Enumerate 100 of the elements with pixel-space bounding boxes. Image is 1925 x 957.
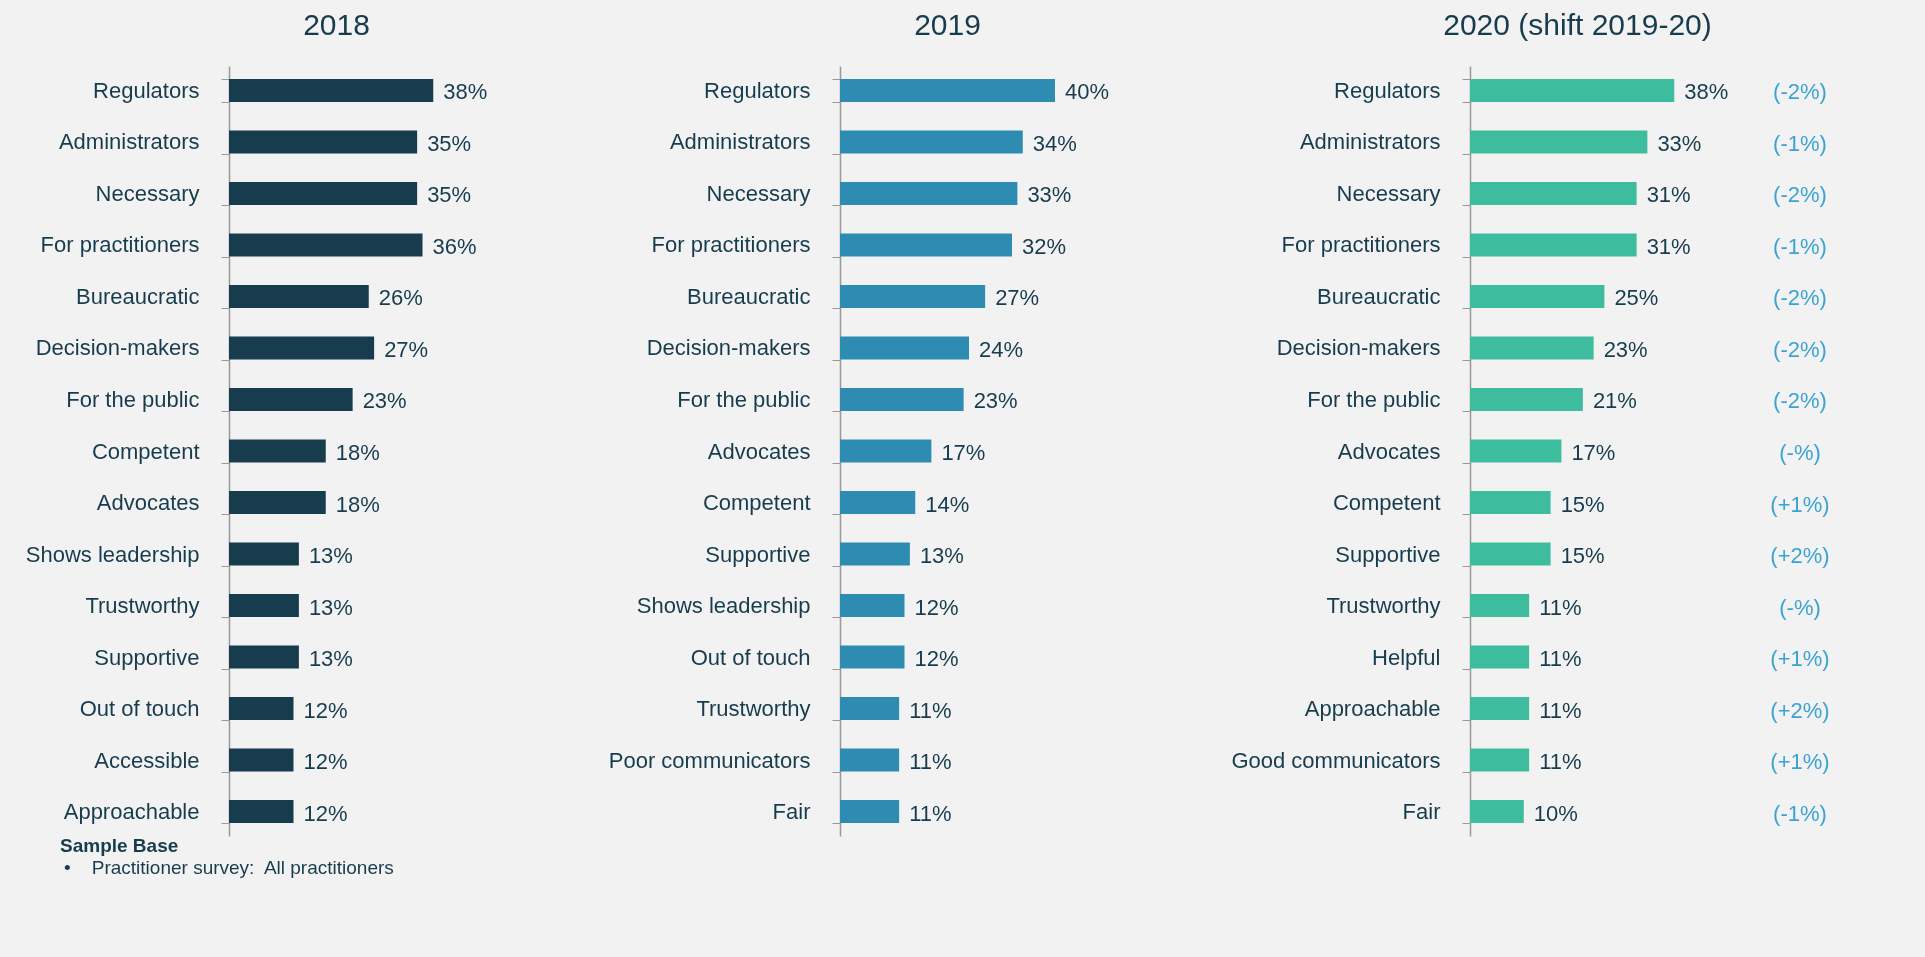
- y-tick-label: Trustworthy: [696, 696, 811, 722]
- bar: [1470, 387, 1583, 412]
- y-tick-label: Administrators: [58, 129, 200, 155]
- bar: [840, 284, 986, 309]
- bar: [840, 181, 1018, 206]
- bar: [229, 799, 294, 824]
- chart-title: 2019: [914, 8, 981, 41]
- y-tick-label: Regulators: [93, 77, 200, 103]
- bar: [840, 387, 964, 412]
- bar: [840, 748, 900, 772]
- text: (-2%): [1773, 285, 1827, 311]
- y-tick-label: Approachable: [1304, 696, 1441, 722]
- data-label: 21%: [1592, 388, 1637, 414]
- bar: [229, 696, 294, 721]
- bar: [229, 593, 299, 618]
- bar: [840, 799, 900, 824]
- y-tick-label: Good communicators: [1231, 747, 1441, 773]
- data-label: 11%: [909, 800, 952, 826]
- data-label: 24%: [979, 336, 1024, 362]
- y-tick-label: Shows leadership: [636, 593, 811, 619]
- data-label: 12%: [303, 749, 348, 775]
- data-label: 26%: [378, 285, 423, 311]
- bar: [840, 130, 1023, 154]
- y-tick-label: Supportive: [94, 644, 200, 670]
- text: (+1%): [1770, 749, 1830, 775]
- bar: [1470, 696, 1530, 721]
- data-label: 13%: [919, 543, 964, 569]
- data-label: 11%: [1539, 594, 1582, 620]
- bar: [840, 490, 916, 515]
- bar: [229, 387, 353, 412]
- bar: [840, 645, 905, 669]
- y-tick-label: Competent: [91, 438, 200, 464]
- data-label: 23%: [1603, 336, 1648, 362]
- data-label: 15%: [1560, 491, 1605, 517]
- y-tick-label: Advocates: [707, 438, 811, 464]
- bar: [1470, 490, 1551, 515]
- y-tick-label: Bureaucratic: [686, 283, 811, 309]
- data-label: 15%: [1560, 543, 1605, 569]
- y-tick-label: Advocates: [1337, 438, 1441, 464]
- data-label: 13%: [308, 543, 353, 569]
- text: • Practitioner survey: All practitioners: [63, 857, 395, 879]
- data-label: 32%: [1022, 233, 1067, 259]
- data-label: 12%: [303, 697, 348, 723]
- bar: [229, 490, 326, 515]
- data-label: 18%: [335, 491, 380, 517]
- text: (-%): [1779, 440, 1821, 465]
- text: (-1%): [1773, 800, 1827, 826]
- data-label: 33%: [1657, 130, 1702, 156]
- data-label: 13%: [308, 646, 353, 672]
- data-label: 11%: [1539, 749, 1582, 775]
- y-tick-label: Poor communicators: [608, 747, 811, 773]
- y-tick-label: For practitioners: [1281, 232, 1441, 258]
- bar: [840, 696, 900, 721]
- y-tick-label: Trustworthy: [1326, 593, 1441, 619]
- bar: [840, 233, 1012, 257]
- text: (-2%): [1773, 336, 1827, 362]
- data-label: 31%: [1646, 233, 1691, 259]
- data-label: 12%: [914, 646, 959, 672]
- data-label: 12%: [303, 800, 348, 826]
- y-tick-label: Regulators: [704, 77, 811, 103]
- bar: [229, 645, 299, 669]
- text: (+2%): [1770, 697, 1830, 723]
- y-tick-label: Necessary: [706, 180, 811, 206]
- y-tick-label: Accessible: [94, 747, 200, 773]
- bar: [229, 181, 418, 206]
- bar: [1470, 645, 1530, 669]
- text: (+1%): [1770, 646, 1830, 672]
- y-tick-label: Trustworthy: [85, 593, 200, 619]
- data-label: 23%: [973, 388, 1018, 414]
- data-label: 18%: [335, 440, 380, 465]
- y-tick-label: Competent: [1332, 490, 1441, 516]
- data-label: 35%: [427, 130, 472, 156]
- text: (-2%): [1773, 79, 1827, 105]
- data-label: 27%: [995, 285, 1040, 311]
- data-label: 33%: [1027, 182, 1072, 208]
- y-tick-label: Shows leadership: [25, 541, 200, 567]
- text: (-%): [1779, 594, 1821, 620]
- y-tick-label: Administrators: [669, 129, 811, 155]
- y-tick-label: Necessary: [1336, 180, 1441, 206]
- bar: [1470, 284, 1605, 309]
- data-label: 31%: [1646, 182, 1691, 208]
- y-tick-label: Decision-makers: [1276, 335, 1441, 361]
- y-tick-label: Out of touch: [690, 644, 811, 670]
- y-tick-label: Administrators: [1299, 129, 1441, 155]
- y-tick-label: For practitioners: [651, 232, 811, 258]
- text: (-1%): [1773, 130, 1827, 156]
- data-label: 12%: [914, 594, 959, 620]
- y-tick-label: Approachable: [63, 799, 200, 825]
- bar: [840, 78, 1055, 103]
- y-tick-label: Bureaucratic: [1316, 283, 1441, 309]
- bar: [229, 130, 418, 154]
- data-label: 13%: [308, 594, 353, 620]
- data-label: 38%: [1684, 79, 1729, 105]
- bar: [1470, 233, 1637, 257]
- data-label: 11%: [909, 697, 952, 723]
- bar: [1470, 130, 1648, 154]
- bar: [229, 748, 294, 772]
- bar: [229, 439, 326, 463]
- data-label: 27%: [384, 336, 429, 362]
- bar: [840, 336, 969, 360]
